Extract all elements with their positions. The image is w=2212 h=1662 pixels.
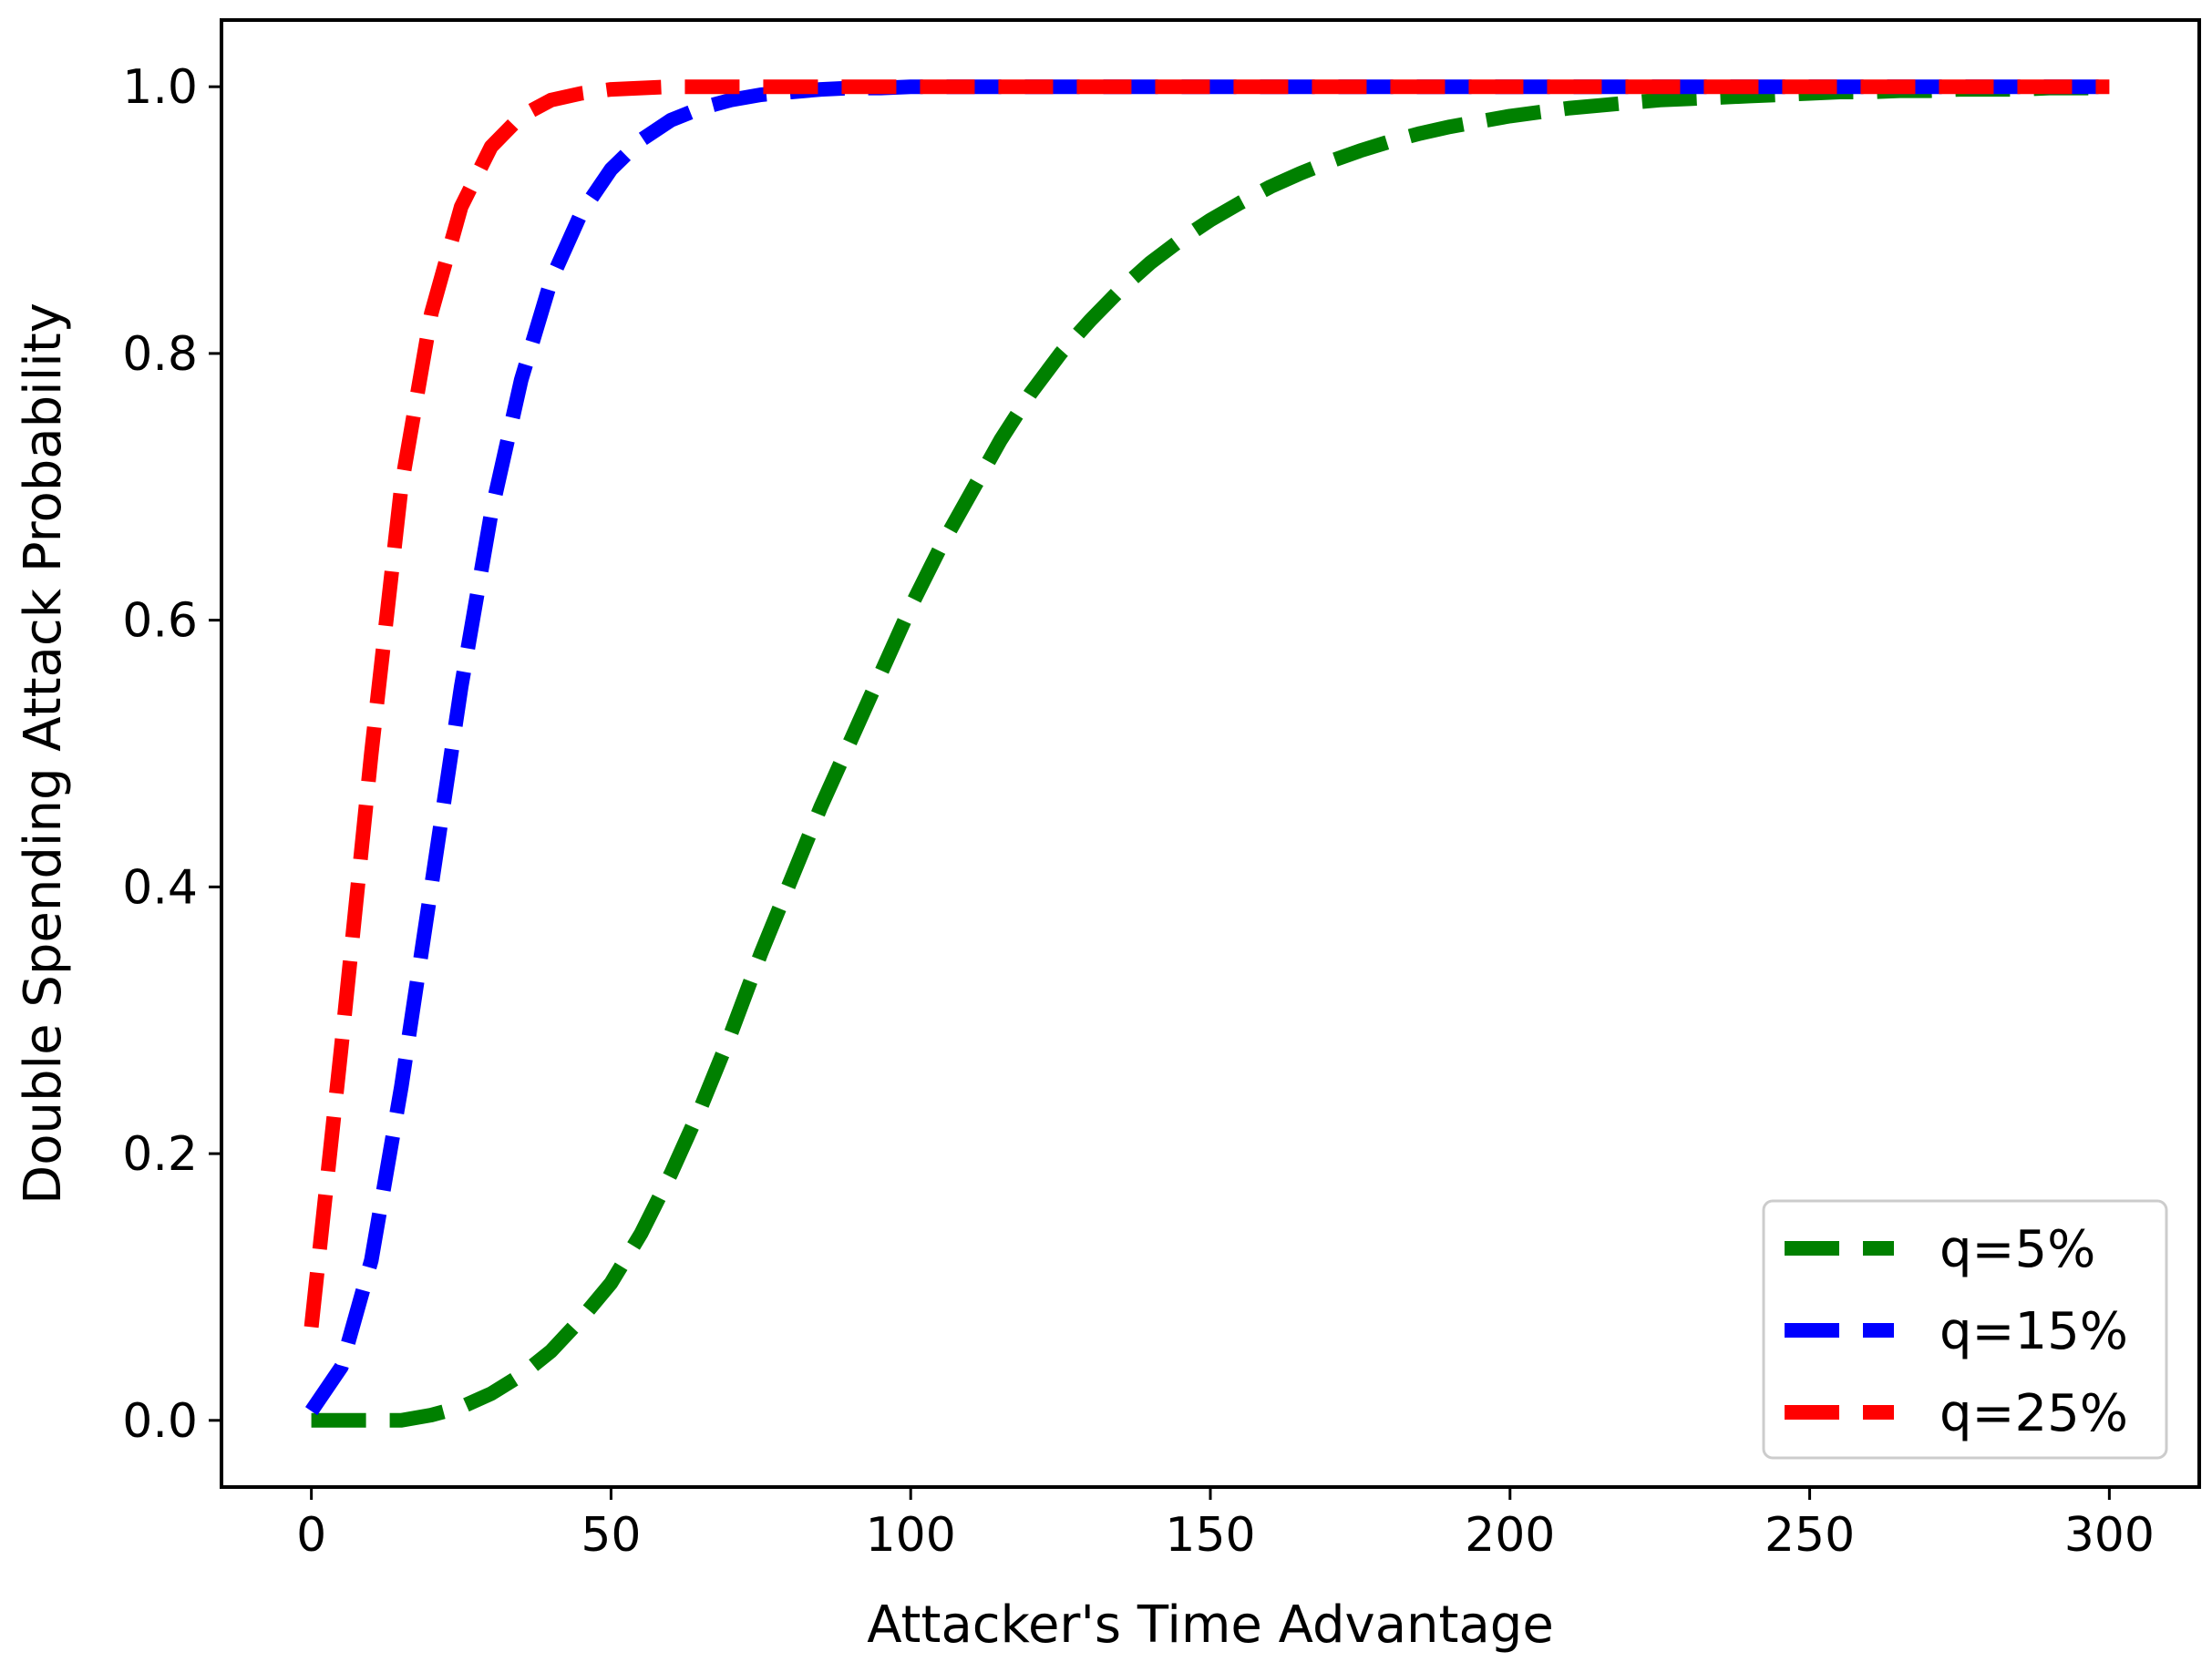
legend: q=5% q=15% q=25% — [1762, 1199, 2168, 1460]
x-tick-label: 100 — [866, 1508, 956, 1563]
y-tick-label: 0.0 — [122, 1394, 198, 1449]
x-axis-label: Attacker's Time Advantage — [867, 1595, 1554, 1655]
series-layer — [304, 79, 2110, 1428]
legend-label-2: q=15% — [1939, 1302, 2128, 1361]
y-tick-label: 1.0 — [122, 60, 198, 115]
x-tick-label: 300 — [2064, 1508, 2155, 1563]
legend-box — [1762, 1199, 2168, 1460]
y-tick-label: 0.2 — [122, 1127, 198, 1182]
x-tick-label: 250 — [1764, 1508, 1855, 1563]
y-axis: 0.0 0.2 0.4 0.6 0.8 1.0 — [122, 60, 221, 1449]
x-tick-label: 50 — [581, 1508, 641, 1563]
legend-label-1: q=5% — [1939, 1220, 2095, 1279]
series-line-3 — [304, 79, 2110, 1329]
x-axis: 0 50 100 150 200 250 300 — [296, 1487, 2155, 1563]
legend-label-3: q=25% — [1939, 1384, 2128, 1443]
y-axis-label: Double Spending Attack Probability — [14, 303, 73, 1205]
x-tick-label: 0 — [296, 1508, 326, 1563]
y-tick-label: 0.4 — [122, 860, 198, 915]
x-tick-label: 200 — [1465, 1508, 1555, 1563]
y-tick-label: 0.6 — [122, 594, 198, 649]
x-tick-label: 150 — [1165, 1508, 1255, 1563]
y-tick-label: 0.8 — [122, 327, 198, 382]
